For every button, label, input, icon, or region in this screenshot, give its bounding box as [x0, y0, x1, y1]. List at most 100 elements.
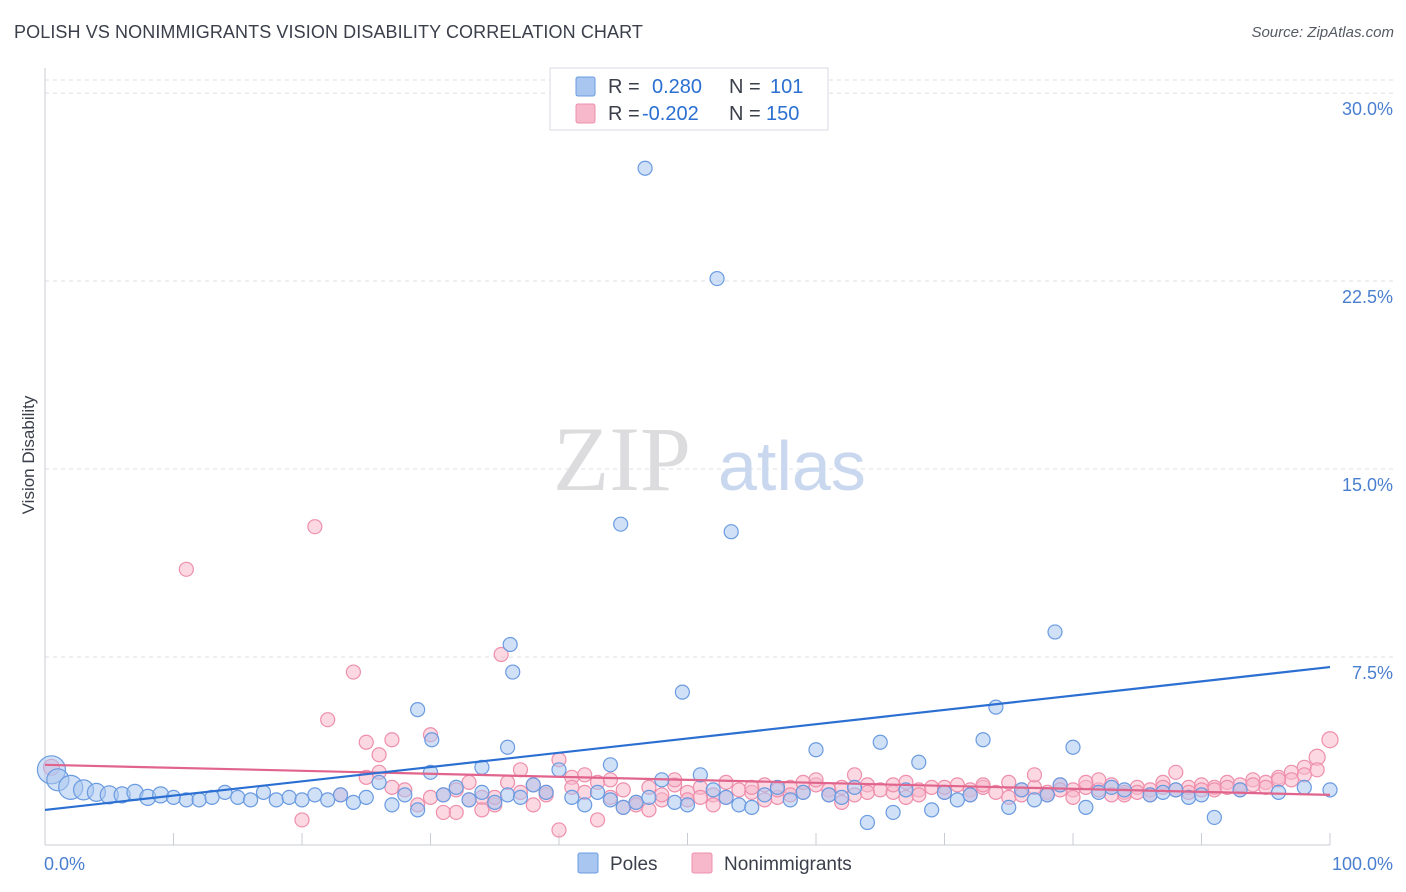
legend-box — [549, 67, 829, 131]
nonimmigrants-point — [1296, 767, 1312, 783]
nonimmigrants-point — [911, 787, 927, 803]
poles-point — [502, 636, 518, 653]
poles-point — [243, 792, 259, 808]
poles-point — [384, 797, 400, 813]
nonimmigrants-point — [1321, 731, 1339, 749]
y-tick-label: 30.0% — [1342, 99, 1393, 119]
legend-poles-n-value: 101 — [770, 76, 803, 98]
poles-point — [898, 782, 914, 798]
nonimmigrants-point — [988, 784, 1004, 800]
poles-point — [320, 792, 336, 808]
legend-non-r-label: R = — [608, 103, 640, 125]
poles-point — [500, 787, 516, 803]
bottom-legend: Poles Nonimmigrants — [577, 852, 852, 875]
nonimmigrants-point — [949, 777, 965, 793]
poles-point — [577, 797, 593, 813]
nonimmigrants-point — [448, 804, 464, 821]
nonimmigrants-point — [846, 767, 863, 783]
nonimmigrants-point — [474, 802, 490, 818]
poles-point — [461, 792, 477, 808]
poles-point — [846, 779, 863, 795]
poles-point — [628, 794, 644, 810]
trend-lines — [44, 665, 1331, 812]
x-ticks — [44, 833, 1331, 845]
poles-point — [808, 742, 824, 758]
nonimmigrants-point — [1091, 772, 1107, 788]
nonimmigrants-point — [1001, 774, 1017, 790]
nonimmigrants-point — [1270, 772, 1287, 788]
poles-point — [230, 789, 246, 805]
poles-point — [674, 684, 690, 700]
poles-point — [1322, 782, 1338, 798]
poles-point — [615, 799, 631, 816]
nonimmigrants-point — [705, 797, 721, 813]
chart-title: POLISH VS NONIMMIGRANTS VISION DISABILIT… — [14, 22, 644, 42]
watermark: ZIP atlas — [553, 408, 866, 510]
poles-point — [1232, 782, 1248, 798]
poles-point — [744, 799, 760, 816]
poles-point — [834, 789, 850, 805]
nonimmigrants-point — [615, 782, 631, 798]
poles-point — [1103, 779, 1120, 795]
nonimmigrants-point — [371, 747, 387, 763]
legend-non-n-label: N = — [729, 103, 761, 125]
bottom-legend-poles-swatch — [577, 852, 599, 874]
poles-point — [525, 777, 541, 793]
poles-point — [217, 784, 233, 800]
nonimmigrants-point — [641, 802, 657, 818]
bottom-legend-non-label: Nonimmigrants — [724, 854, 852, 875]
nonimmigrants-point — [294, 812, 310, 828]
poles-point — [911, 754, 927, 770]
poles-point — [564, 789, 580, 805]
poles-point — [924, 802, 940, 818]
legend-non-swatch — [575, 103, 596, 124]
poles-point — [731, 797, 747, 813]
poles-point — [422, 764, 439, 780]
bottom-legend-poles-label: Poles — [610, 854, 658, 875]
poles-point — [307, 787, 323, 803]
nonimmigrants-point — [718, 774, 734, 790]
nonimmigrants-point — [307, 519, 323, 535]
poles-point — [589, 784, 606, 800]
nonimmigrants-point — [525, 797, 541, 813]
poles-point — [641, 789, 657, 805]
poles-point — [988, 699, 1004, 715]
nonimmigrants-trend-line — [44, 763, 1331, 796]
nonimmigrants-point — [1129, 784, 1145, 800]
y-tick-labels: 7.5% 15.0% 22.5% 30.0% — [1342, 99, 1393, 683]
poles-point — [1065, 739, 1081, 755]
poles-point — [512, 789, 529, 805]
poles-point — [1013, 782, 1030, 798]
poles-point — [474, 784, 490, 800]
y-tick-label: 15.0% — [1342, 475, 1393, 495]
nonimmigrants-point — [551, 822, 567, 838]
nonimmigrants-point — [178, 561, 194, 577]
poles-point — [602, 757, 619, 773]
poles-point — [1047, 624, 1063, 640]
poles-point — [1296, 779, 1312, 795]
poles-point — [1091, 784, 1107, 800]
nonimmigrants-point — [1168, 764, 1184, 780]
poles-point — [705, 782, 721, 798]
poles-point — [679, 797, 696, 813]
nonimmigrants-point — [358, 734, 374, 750]
nonimmigrants-point — [1065, 789, 1081, 805]
nonimmigrants-point — [1309, 762, 1325, 778]
nonimmigrants-point — [320, 712, 336, 728]
poles-point — [859, 814, 876, 831]
x-tick-label-min: 0.0% — [44, 854, 85, 874]
y-axis-title: Vision Disability — [19, 395, 38, 514]
watermark-atlas: atlas — [718, 427, 866, 505]
poles-point — [709, 270, 725, 287]
poles-point — [500, 739, 516, 755]
poles-point — [782, 792, 798, 808]
poles-point — [410, 802, 426, 818]
y-tick-label: 7.5% — [1352, 663, 1393, 683]
nonimmigrants-point — [577, 767, 593, 783]
source-label: Source: ZipAtlas.com — [1251, 24, 1394, 41]
poles-point — [1001, 799, 1017, 816]
nonimmigrants-point — [422, 789, 439, 805]
poles-point — [281, 789, 297, 805]
poles-point — [1026, 792, 1043, 808]
poles-point — [1078, 799, 1094, 816]
